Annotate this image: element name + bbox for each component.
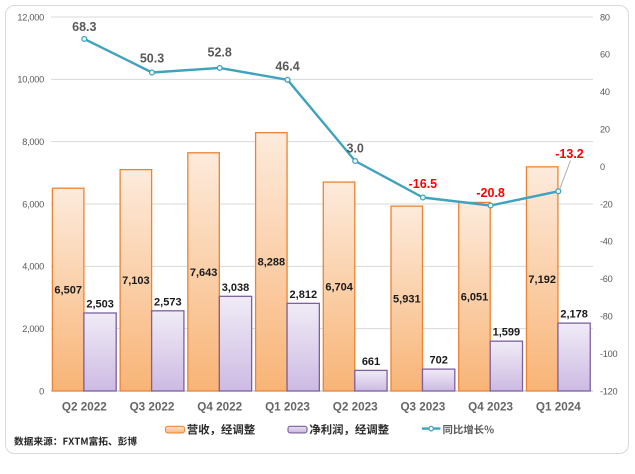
svg-text:3,038: 3,038: [222, 282, 250, 294]
svg-text:52.8: 52.8: [208, 45, 232, 59]
svg-text:8,000: 8,000: [22, 137, 44, 147]
svg-text:6,704: 6,704: [325, 281, 353, 293]
svg-text:2,503: 2,503: [86, 299, 114, 311]
svg-text:702: 702: [430, 355, 448, 367]
svg-text:-20.8: -20.8: [476, 186, 505, 200]
svg-text:2,812: 2,812: [290, 289, 318, 301]
svg-text:-60: -60: [600, 274, 613, 284]
svg-text:-100: -100: [600, 349, 618, 359]
svg-text:2,000: 2,000: [22, 324, 44, 334]
svg-text:Q1 2023: Q1 2023: [265, 400, 310, 413]
svg-text:7,192: 7,192: [528, 274, 556, 286]
svg-text:50.3: 50.3: [140, 51, 164, 65]
svg-text:-80: -80: [600, 312, 613, 322]
svg-text:Q3 2023: Q3 2023: [400, 400, 445, 413]
svg-text:80: 80: [600, 12, 610, 22]
svg-text:20: 20: [600, 125, 610, 135]
svg-text:Q4 2023: Q4 2023: [468, 400, 513, 413]
svg-text:Q2 2023: Q2 2023: [333, 400, 378, 413]
svg-text:8,288: 8,288: [258, 257, 286, 269]
svg-text:661: 661: [362, 356, 380, 368]
svg-text:6,051: 6,051: [461, 292, 489, 304]
svg-text:4,000: 4,000: [22, 262, 44, 272]
svg-text:-120: -120: [600, 386, 618, 396]
svg-text:-13.2: -13.2: [555, 147, 584, 161]
svg-text:-16.5: -16.5: [409, 177, 438, 191]
svg-text:10,000: 10,000: [17, 75, 44, 85]
svg-text:Q4 2022: Q4 2022: [197, 400, 242, 413]
svg-text:12,000: 12,000: [17, 12, 44, 22]
svg-text:5,931: 5,931: [393, 294, 421, 306]
svg-text:68.3: 68.3: [72, 20, 96, 34]
svg-text:-20: -20: [600, 199, 613, 209]
svg-text:0: 0: [600, 162, 605, 172]
svg-text:2,178: 2,178: [560, 309, 588, 321]
svg-text:Q2 2022: Q2 2022: [62, 400, 107, 413]
svg-text:6,000: 6,000: [22, 199, 44, 209]
svg-text:2,573: 2,573: [154, 296, 182, 308]
svg-text:0: 0: [39, 386, 44, 396]
svg-text:-40: -40: [600, 237, 613, 247]
svg-text:1,599: 1,599: [493, 327, 521, 339]
svg-text:3.0: 3.0: [347, 142, 364, 156]
svg-text:7,103: 7,103: [122, 275, 150, 287]
svg-text:40: 40: [600, 87, 610, 97]
svg-text:Q1 2024: Q1 2024: [536, 400, 581, 413]
svg-text:6,507: 6,507: [54, 285, 82, 297]
svg-text:Q3 2022: Q3 2022: [130, 400, 175, 413]
svg-text:7,643: 7,643: [190, 267, 218, 279]
svg-text:60: 60: [600, 50, 610, 60]
svg-text:46.4: 46.4: [275, 59, 299, 73]
